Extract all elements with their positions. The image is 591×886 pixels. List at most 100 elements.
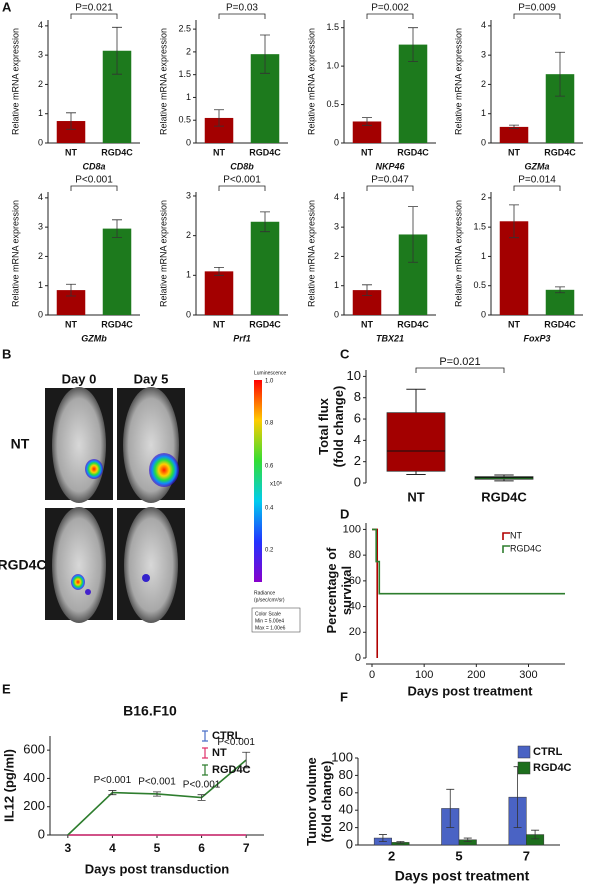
colorbar-note: (p/sec/cm²/sr) — [254, 597, 285, 603]
bar — [250, 221, 280, 315]
x-tick-label: NT — [508, 147, 520, 157]
error-bar — [555, 51, 565, 97]
y-tick-label: 80 — [349, 549, 361, 561]
x-tick-label: 7 — [523, 848, 530, 863]
significance-bracket — [70, 13, 118, 19]
significance-bracket — [366, 185, 414, 191]
significance-bracket — [513, 13, 561, 19]
annotation: P=0.047 — [371, 175, 409, 186]
x-tick-label: 5 — [455, 848, 462, 863]
y-axis-label: Relative mRNA expression — [10, 200, 20, 307]
imaging-panel: Day 0 Day 5 NT RGD4C Luminescence 1.0 0.… — [0, 370, 301, 633]
colorbar-tick: 0.4 — [265, 506, 274, 512]
y-tick-label: 4 — [38, 20, 43, 30]
x-tick-label: NT — [361, 319, 373, 329]
annotation: P<0.001 — [138, 777, 176, 788]
legend-swatch — [502, 532, 510, 540]
error-bar — [112, 26, 122, 75]
x-tick-label: NT — [213, 147, 225, 157]
colorbar-tick: 0.6 — [265, 464, 274, 470]
y-tick-label: 20 — [339, 819, 353, 834]
y-tick-label: 2 — [481, 79, 486, 89]
legend-swatch — [202, 730, 208, 742]
error-bar — [555, 286, 565, 294]
legend-swatch — [517, 761, 531, 775]
y-tick-label: 80 — [339, 767, 353, 782]
colorbar-unit: x10⁶ — [270, 481, 283, 488]
y-tick-label: 1 — [38, 108, 43, 118]
x-axis-label: FoxP3 — [523, 333, 550, 343]
x-tick-label: 7 — [243, 841, 250, 855]
y-tick-label: 2.5 — [178, 23, 191, 33]
y-tick-label: 0.5 — [178, 115, 191, 125]
y-tick-label: 3 — [38, 222, 43, 232]
y-tick-label: 3 — [38, 50, 43, 60]
y-tick-label: 0 — [186, 309, 191, 319]
colorbar-tick: 0.8 — [265, 421, 274, 427]
x-tick-label: RGD4C — [397, 147, 429, 157]
error-bar — [378, 834, 387, 842]
row-label: RGD4C — [0, 557, 47, 573]
y-tick-label: 4 — [481, 20, 486, 30]
x-axis-label: TBX21 — [376, 333, 404, 343]
x-tick-label: RGD4C — [544, 319, 576, 329]
x-tick-label: 300 — [519, 669, 537, 681]
y-tick-label: 4 — [354, 432, 361, 447]
x-tick-label: NT — [65, 147, 77, 157]
significance-bracket — [218, 185, 266, 191]
annotation: P=0.014 — [518, 175, 556, 186]
y-tick-label: 4 — [38, 192, 43, 202]
y-tick-label: 0 — [481, 309, 486, 319]
colorbar-note: Radiance — [254, 590, 275, 596]
panel-label: B — [2, 346, 11, 361]
error-bar — [214, 266, 224, 276]
y-axis-label: Total flux — [316, 397, 331, 455]
y-tick-label: 2 — [38, 79, 43, 89]
scale-note: Color Scale — [255, 611, 281, 617]
error-bar — [260, 211, 270, 233]
mouse — [52, 387, 106, 503]
y-tick-label: 40 — [339, 802, 353, 817]
error-bar — [112, 219, 122, 238]
error-bar — [66, 112, 76, 130]
y-tick-label: 4 — [334, 192, 339, 202]
legend-label: RGD4C — [212, 764, 251, 776]
y-tick-label: 60 — [339, 784, 353, 799]
y-tick-label: 1.5 — [473, 222, 486, 232]
bar — [204, 271, 234, 315]
error-bar — [396, 841, 405, 844]
mouse — [124, 507, 178, 623]
x-axis-label: GZMb — [81, 333, 107, 343]
signal — [85, 459, 103, 479]
y-tick-label: 0 — [38, 137, 43, 147]
colorbar-tick: 1.0 — [265, 379, 274, 385]
y-axis-label: Relative mRNA expression — [306, 28, 316, 135]
y-tick-label: 600 — [23, 742, 45, 757]
y-tick-label: 1 — [186, 270, 191, 280]
error-bar — [197, 794, 206, 801]
bar — [102, 228, 132, 315]
x-tick-label: 6 — [198, 841, 205, 855]
colorbar — [254, 380, 262, 582]
y-tick-label: 0 — [334, 309, 339, 319]
legend-label: CTRL — [212, 730, 242, 742]
x-tick-label: NT — [213, 319, 225, 329]
error-bar — [362, 284, 372, 296]
legend-swatch — [517, 745, 531, 759]
y-tick-label: 2 — [186, 46, 191, 56]
y-axis-label: Relative mRNA expression — [158, 28, 168, 135]
y-axis-label: Relative mRNA expression — [10, 28, 20, 135]
error-bar — [362, 117, 372, 126]
error-bar — [509, 204, 519, 239]
y-tick-label: 3 — [186, 190, 191, 200]
x-axis-label: Days post treatment — [395, 868, 530, 884]
x-axis-label: NKP46 — [375, 161, 405, 171]
annotation: P=0.002 — [371, 3, 409, 14]
y-tick-label: 0 — [38, 826, 45, 841]
legend-label: RGD4C — [510, 543, 542, 553]
significance-bracket — [513, 185, 561, 191]
column-label: Day 0 — [62, 371, 97, 386]
y-axis-label: Tumor volume — [304, 757, 319, 846]
significance-bracket — [366, 13, 414, 19]
chart-title: B16.F10 — [123, 703, 177, 719]
